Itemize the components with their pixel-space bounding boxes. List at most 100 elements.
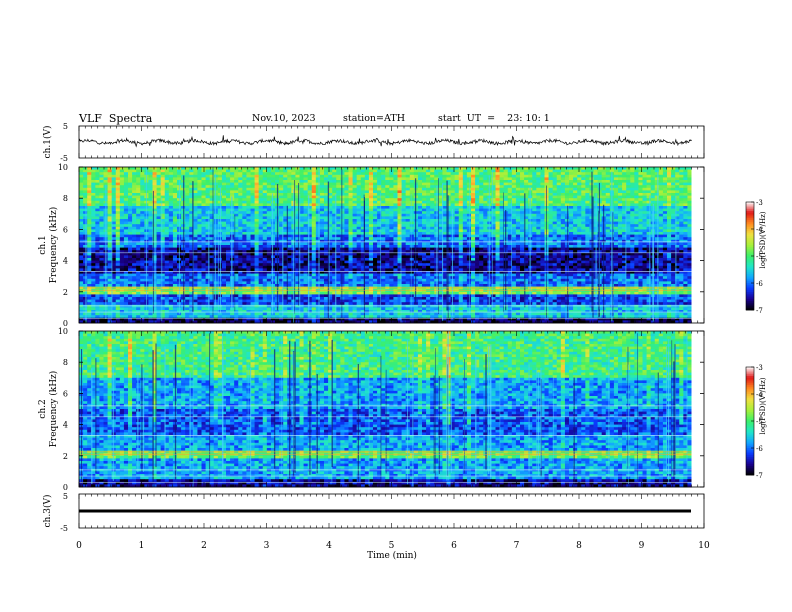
- spectrogram-cell: [422, 206, 427, 209]
- spectrogram-cell: [213, 208, 219, 212]
- spectrogram-cell: [132, 185, 137, 189]
- spectrogram-cell: [507, 211, 513, 215]
- spectrogram-cell: [299, 203, 304, 207]
- spectrogram-cell: [548, 174, 554, 178]
- spectrogram-cell: [234, 187, 239, 191]
- spectrogram-cell: [250, 167, 255, 170]
- spectrogram-cell: [368, 239, 374, 243]
- spectrogram-cell: [585, 187, 590, 191]
- spectrogram-cell: [618, 239, 623, 243]
- spectrogram-cell: [462, 169, 468, 173]
- spectrogram-cell: [189, 193, 194, 196]
- spectrogram-cell: [95, 247, 100, 251]
- spectrogram-cell: [328, 226, 333, 230]
- spectrogram-cell: [332, 195, 337, 199]
- spectrogram-cell: [450, 195, 456, 199]
- spectrogram-cell: [511, 234, 517, 238]
- spectrogram-cell: [373, 250, 378, 254]
- spectrogram-cell: [646, 208, 652, 212]
- spectrogram-cell: [577, 195, 582, 199]
- spectrogram-cell: [340, 203, 345, 207]
- spectrogram-cell: [381, 234, 386, 238]
- spectrogram-cell: [536, 185, 541, 189]
- spectrogram-cell: [340, 247, 345, 251]
- spectrogram-cell: [679, 200, 684, 204]
- spectrogram-cell: [352, 182, 358, 186]
- spectrogram-cell: [364, 213, 370, 217]
- spectrogram-cell: [654, 239, 660, 243]
- spectrogram-cell: [364, 193, 370, 196]
- spectrogram-cell: [156, 177, 162, 181]
- spectrogram-cell: [646, 167, 652, 170]
- spectrogram-cell: [307, 193, 313, 196]
- spectrogram-cell: [315, 242, 321, 246]
- spectrogram-cell: [646, 250, 652, 254]
- spectrogram-cell: [417, 169, 423, 173]
- spectrogram-cell: [618, 213, 623, 217]
- spectrogram-cell: [193, 180, 198, 183]
- spectrogram-cell: [348, 169, 353, 173]
- spectrogram-cell: [630, 247, 635, 251]
- spectrogram-cell: [283, 206, 288, 209]
- spectrogram-cell: [613, 167, 619, 170]
- spectrogram-cell: [258, 216, 264, 220]
- spectrogram-cell: [552, 182, 558, 186]
- spectrogram-cell: [164, 185, 170, 189]
- spectrogram-cell: [348, 193, 353, 196]
- spectrogram-cell: [242, 195, 247, 199]
- spectrogram-cell: [205, 177, 211, 181]
- spectrogram-cell: [95, 237, 100, 241]
- spectrogram-cell: [197, 216, 202, 220]
- spectrogram-cell: [328, 242, 333, 246]
- spectrogram-cell: [585, 200, 590, 204]
- spectrogram-cell: [613, 245, 619, 248]
- spectrogram-cell: [658, 245, 664, 248]
- spectrogram-cell: [258, 200, 264, 204]
- spectrogram-cell: [417, 177, 423, 181]
- spectrogram-cell: [605, 174, 611, 178]
- spectrogram-cell: [438, 190, 443, 194]
- spectrogram-cell: [638, 198, 643, 202]
- spectrogram-cell: [381, 182, 386, 186]
- spectrogram-cell: [564, 203, 570, 207]
- spectrogram-cell: [536, 247, 541, 251]
- spectrogram-cell: [507, 229, 513, 233]
- spectrogram-cell: [442, 224, 447, 228]
- spectrogram-cell: [258, 211, 264, 215]
- spectrogram-cell: [360, 193, 366, 196]
- spectrogram-cell: [299, 193, 304, 196]
- spectrogram-cell: [483, 247, 488, 251]
- spectrogram-cell: [246, 193, 251, 196]
- spectrogram-cell: [226, 245, 231, 248]
- spectrogram-cell: [148, 234, 153, 238]
- spectrogram-cell: [226, 180, 231, 183]
- spectrogram-cell: [185, 247, 190, 251]
- spectrogram-cell: [99, 172, 104, 176]
- spectrogram-cell: [548, 234, 554, 238]
- spectrogram-cell: [287, 237, 292, 241]
- spectrogram-cell: [479, 237, 484, 241]
- spectrogram-cell: [687, 234, 692, 238]
- spectrogram-cell: [205, 245, 211, 248]
- spectrogram-cell: [201, 185, 206, 189]
- spectrogram-cell: [552, 221, 558, 225]
- spectrogram-cell: [189, 252, 194, 256]
- spectrogram-cell: [336, 169, 341, 173]
- spectrogram-cell: [671, 224, 676, 228]
- spectrogram-cell: [205, 232, 211, 235]
- spectrogram-cell: [156, 234, 162, 238]
- spectrogram-cell: [295, 195, 300, 199]
- spectrogram-cell: [328, 224, 333, 228]
- spectrogram-cell: [573, 216, 578, 220]
- spectrogram-cell: [119, 167, 125, 170]
- spectrogram-cell: [373, 167, 378, 170]
- spectrogram-cell: [683, 203, 688, 207]
- spectrogram-cell: [409, 247, 415, 251]
- spectrogram-cell: [221, 239, 227, 243]
- spectrogram-cell: [83, 245, 88, 248]
- spectrogram-cell: [479, 200, 484, 204]
- spectrogram-cell: [328, 206, 333, 209]
- spectrogram-cell: [258, 226, 264, 230]
- spectrogram-cell: [573, 180, 578, 183]
- spectrogram-cell: [234, 190, 239, 194]
